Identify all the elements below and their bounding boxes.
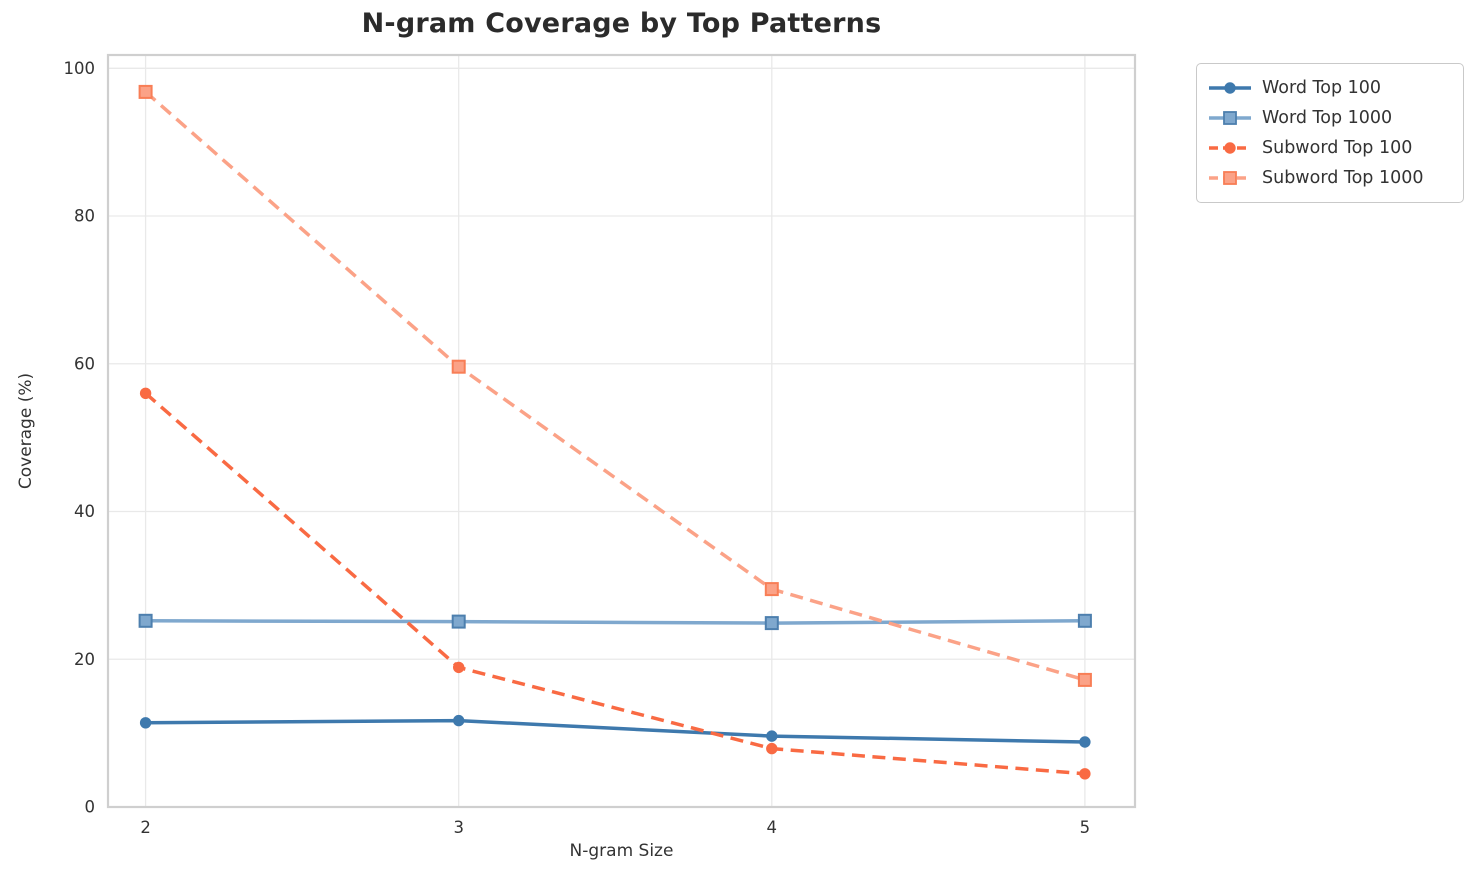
- legend-sample-word-top-1000: [1209, 111, 1251, 125]
- marker-word-top-1000-x3: [451, 614, 466, 629]
- series-line-subword-top-1000: [144, 90, 1086, 682]
- x-tick-label-5: 5: [1080, 818, 1091, 837]
- y-tick-label-20: 20: [74, 650, 95, 669]
- legend-sample-word-top-100: [1209, 82, 1251, 94]
- legend-item-word-top-100: Word Top 100: [1208, 73, 1451, 103]
- y-tick-label-100: 100: [64, 59, 96, 78]
- marker-word-top-1000-x5: [1077, 613, 1092, 628]
- legend-item-word-top-1000: Word Top 1000: [1208, 103, 1451, 133]
- legend-sample-subword-top-100: [1209, 142, 1251, 154]
- y-tick-label-60: 60: [74, 354, 95, 373]
- marker-subword-top-100-x2: [139, 387, 152, 399]
- marker-subword-top-1000-x4: [764, 582, 779, 597]
- x-tick-label-3: 3: [453, 818, 464, 837]
- legend-label-word-top-100: Word Top 100: [1262, 78, 1382, 98]
- marker-word-top-100-x3: [453, 714, 465, 727]
- marker-subword-top-1000-x3: [451, 359, 466, 374]
- marker-word-top-1000-x4: [764, 616, 779, 631]
- y-tick-label-0: 0: [85, 798, 96, 817]
- marker-word-top-100-x2: [139, 717, 152, 729]
- legend-sample-subword-top-1000: [1209, 171, 1251, 185]
- y-axis-label: Coverage (%): [16, 372, 36, 490]
- plot-border: [106, 53, 1137, 809]
- x-tick-label-2: 2: [140, 818, 151, 837]
- legend: Word Top 100 Word Top 1000 Subword Top 100…: [1196, 63, 1464, 203]
- y-tick-label-40: 40: [74, 502, 95, 521]
- series-line-word-top-1000: [145, 619, 1085, 625]
- marker-word-top-1000-x2: [138, 613, 153, 628]
- legend-label-subword-top-1000: Subword Top 1000: [1262, 168, 1424, 188]
- y-tick-label-80: 80: [74, 207, 95, 226]
- x-tick-label-4: 4: [767, 818, 778, 837]
- series-line-word-top-100: [145, 718, 1085, 744]
- marker-subword-top-100-x4: [766, 742, 778, 755]
- x-axis-label: N-gram Size: [569, 841, 674, 861]
- marker-subword-top-1000-x2: [138, 84, 153, 99]
- marker-subword-top-1000-x5: [1077, 672, 1092, 687]
- series-line-subword-top-100: [144, 391, 1086, 776]
- legend-item-subword-top-1000: Subword Top 1000: [1208, 163, 1451, 193]
- legend-item-subword-top-100: Subword Top 100: [1208, 133, 1451, 163]
- marker-subword-top-100-x3: [453, 661, 465, 674]
- marker-subword-top-100-x5: [1079, 768, 1091, 780]
- chart-title: N-gram Coverage by Top Patterns: [361, 8, 882, 39]
- legend-label-word-top-1000: Word Top 1000: [1262, 108, 1393, 128]
- marker-word-top-100-x5: [1079, 736, 1091, 748]
- marker-word-top-100-x4: [766, 730, 778, 742]
- legend-label-subword-top-100: Subword Top 100: [1262, 138, 1413, 158]
